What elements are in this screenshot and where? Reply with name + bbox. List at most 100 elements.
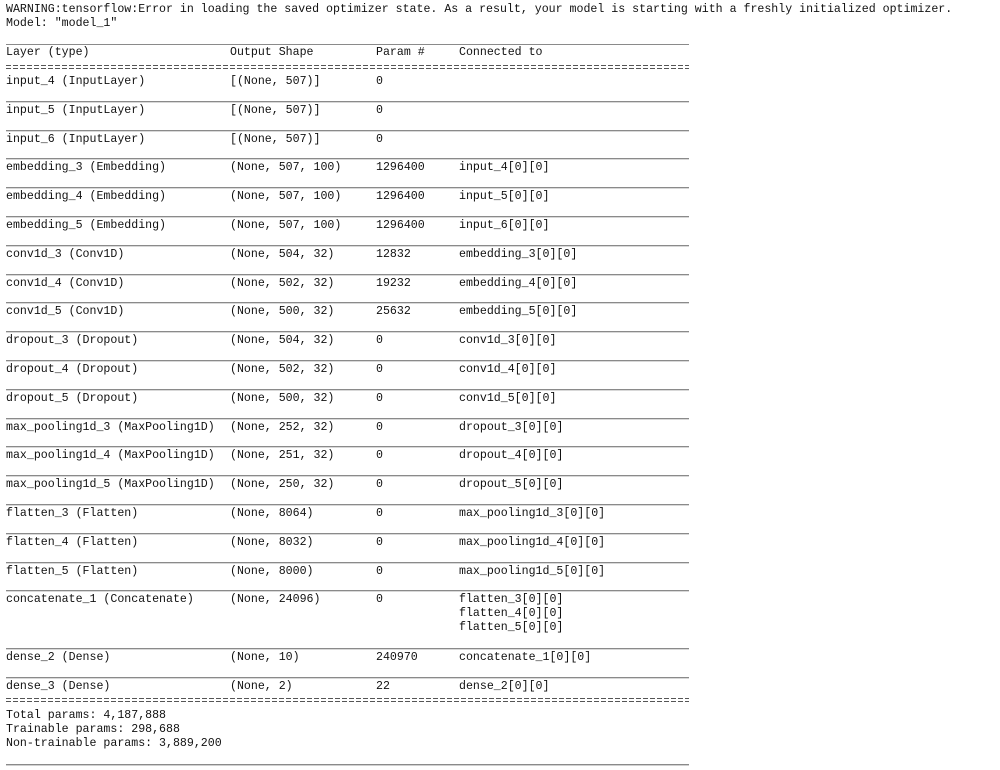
connected-to: conv1d_5[0][0] — [459, 392, 689, 418]
output-shape: (None, 24096) — [230, 593, 321, 607]
connected-to: embedding_3[0][0] — [459, 248, 689, 274]
layer-name: dense_3 (Dense) — [6, 679, 111, 693]
output-shape: (None, 251, 32) — [230, 449, 335, 463]
connected-layer: conv1d_3[0][0] — [459, 334, 557, 348]
connected-layer: input_5[0][0] — [459, 190, 550, 204]
param-count: 0 — [376, 334, 383, 348]
table-row: dropout_4 (Dropout) (None, 502, 32) 0 conv1… — [6, 361, 689, 390]
table-row: conv1d_5 (Conv1D) (None, 500, 32) 25632 emb… — [6, 303, 689, 333]
column-header-connected-to: Connected to — [459, 46, 543, 59]
connected-to: input_5[0][0] — [459, 190, 689, 216]
output-shape: (None, 8064) — [230, 506, 314, 520]
param-totals: Total params: 4,187,888 Trainable params… — [6, 706, 689, 751]
connected-layer — [459, 104, 689, 118]
param-count: 19232 — [376, 276, 411, 290]
param-count: 1296400 — [376, 190, 425, 204]
layer-name: dropout_5 (Dropout) — [6, 391, 139, 405]
param-count: 0 — [376, 593, 383, 607]
connected-layer: max_pooling1d_5[0][0] — [459, 564, 606, 578]
layer-name: dense_2 (Dense) — [6, 650, 111, 664]
connected-to: dense_2[0][0] — [459, 680, 689, 694]
table-row: flatten_3 (Flatten) (None, 8064) 0 max_pool… — [6, 505, 689, 534]
connected-to: max_pooling1d_5[0][0] — [459, 565, 689, 591]
output-shape: (None, 504, 32) — [230, 334, 335, 348]
param-count: 1296400 — [376, 218, 425, 232]
table-row: dense_3 (Dense) (None, 2) 22 dense_2[0][0] — [6, 678, 689, 694]
connected-layer: conv1d_5[0][0] — [459, 391, 557, 405]
param-count: 0 — [376, 132, 383, 146]
connected-to — [459, 133, 689, 159]
connected-to — [459, 104, 689, 130]
layer-name: dropout_4 (Dropout) — [6, 362, 139, 376]
table-row: flatten_4 (Flatten) (None, 8032) 0 max_pool… — [6, 534, 689, 563]
param-count: 0 — [376, 506, 383, 520]
layer-name: max_pooling1d_5 (MaxPooling1D) — [6, 478, 215, 492]
connected-layer — [459, 133, 689, 147]
table-row: embedding_5 (Embedding) (None, 507, 100) 1… — [6, 217, 689, 246]
table-header: Layer (type) Output Shape Param # Connec… — [6, 44, 689, 61]
connected-layer — [459, 75, 689, 89]
output-shape: (None, 8000) — [230, 564, 314, 578]
connected-to: concatenate_1[0][0] — [459, 651, 689, 677]
table-row: max_pooling1d_4 (MaxPooling1D) (None, 251… — [6, 447, 689, 477]
output-shape: (None, 252, 32) — [230, 420, 335, 434]
table-row: concatenate_1 (Concatenate) (None, 24096)… — [6, 591, 689, 649]
double-rule-divider — [6, 694, 689, 706]
non-trainable-params: Non-trainable params: 3,889,200 — [6, 736, 222, 750]
layer-name: embedding_4 (Embedding) — [6, 190, 167, 204]
param-count: 0 — [376, 478, 383, 492]
output-shape: (None, 507, 100) — [230, 218, 342, 232]
param-count: 0 — [376, 535, 383, 549]
connected-to: max_pooling1d_3[0][0] — [459, 507, 689, 533]
output-shape: (None, 2) — [230, 679, 293, 693]
layer-name: flatten_4 (Flatten) — [6, 535, 139, 549]
output-shape: (None, 507, 100) — [230, 190, 342, 204]
warning-message: WARNING:tensorflow:Error in loading the … — [6, 3, 953, 16]
connected-layer: embedding_3[0][0] — [459, 247, 578, 261]
connected-layer: dropout_4[0][0] — [459, 449, 564, 463]
connected-layer: flatten_3[0][0] — [459, 593, 564, 607]
table-row: input_6 (InputLayer) [(None, 507)] 0 — [6, 131, 689, 160]
connected-to: dropout_4[0][0] — [459, 449, 689, 475]
table-row: embedding_3 (Embedding) (None, 507, 100) 1… — [6, 159, 689, 189]
table-row: dense_2 (Dense) (None, 10) 240970 concatena… — [6, 649, 689, 678]
param-count: 12832 — [376, 247, 411, 261]
output-shape: (None, 10) — [230, 650, 300, 664]
param-count: 240970 — [376, 650, 418, 664]
table-row: conv1d_3 (Conv1D) (None, 504, 32) 12832 emb… — [6, 246, 689, 275]
layer-name: input_6 (InputLayer) — [6, 132, 146, 146]
output-shape: (None, 502, 32) — [230, 362, 335, 376]
connected-layer: max_pooling1d_3[0][0] — [459, 506, 606, 520]
param-count: 0 — [376, 391, 383, 405]
connected-to: conv1d_4[0][0] — [459, 363, 689, 389]
output-shape: [(None, 507)] — [230, 75, 321, 88]
total-params: Total params: 4,187,888 — [6, 708, 167, 722]
connected-to: input_4[0][0] — [459, 161, 689, 187]
double-rule-divider — [6, 61, 689, 73]
model-summary-table: Layer (type) Output Shape Param # Connec… — [6, 44, 689, 765]
connected-to: input_6[0][0] — [459, 219, 689, 245]
layer-name: flatten_5 (Flatten) — [6, 564, 139, 578]
layer-name: max_pooling1d_3 (MaxPooling1D) — [6, 420, 215, 434]
param-count: 22 — [376, 679, 390, 693]
table-row: flatten_5 (Flatten) (None, 8000) 0 max_pool… — [6, 563, 689, 592]
column-header-layer: Layer (type) — [6, 46, 90, 59]
layer-name: concatenate_1 (Concatenate) — [6, 593, 194, 607]
connected-layer: max_pooling1d_4[0][0] — [459, 535, 606, 549]
layer-name: input_5 (InputLayer) — [6, 103, 146, 117]
layer-name: input_4 (InputLayer) — [6, 75, 146, 88]
output-shape: (None, 500, 32) — [230, 391, 335, 405]
model-title: Model: "model_1" — [6, 17, 118, 30]
param-count: 0 — [376, 75, 383, 88]
trainable-params: Trainable params: 298,688 — [6, 722, 180, 736]
output-shape: (None, 504, 32) — [230, 247, 335, 261]
param-count: 25632 — [376, 305, 411, 319]
connected-to: max_pooling1d_4[0][0] — [459, 536, 689, 562]
table-row: max_pooling1d_5 (MaxPooling1D) (None, 250… — [6, 476, 689, 505]
output-shape: (None, 507, 100) — [230, 161, 342, 175]
output-shape: [(None, 507)] — [230, 132, 321, 146]
connected-layer: embedding_4[0][0] — [459, 276, 578, 290]
connected-to: embedding_5[0][0] — [459, 305, 689, 331]
connected-layer: dense_2[0][0] — [459, 679, 550, 693]
connected-layer: conv1d_4[0][0] — [459, 362, 557, 376]
